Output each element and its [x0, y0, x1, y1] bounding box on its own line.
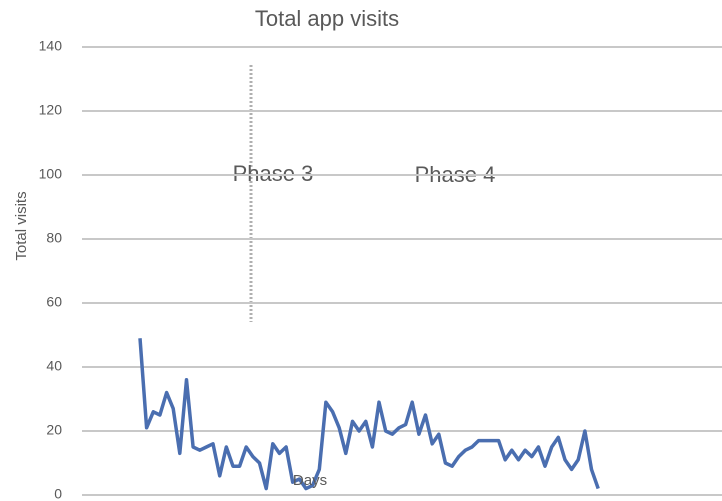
y-tick-label: 20	[46, 422, 62, 438]
chart-title: Total app visits	[255, 6, 399, 31]
annotation: Phase 3	[233, 161, 314, 186]
y-axis-label: Total visits	[13, 191, 30, 260]
y-tick-label: 120	[39, 102, 63, 118]
y-tick-label: 140	[39, 38, 63, 54]
y-tick-label: 60	[46, 294, 62, 310]
data-line	[138, 338, 600, 491]
y-tick-label: 40	[46, 358, 62, 374]
y-tick-label: 100	[39, 166, 63, 182]
y-tick-label: 80	[46, 230, 62, 246]
y-tick-label: 0	[54, 486, 62, 501]
x-axis-label: Days	[293, 472, 327, 489]
